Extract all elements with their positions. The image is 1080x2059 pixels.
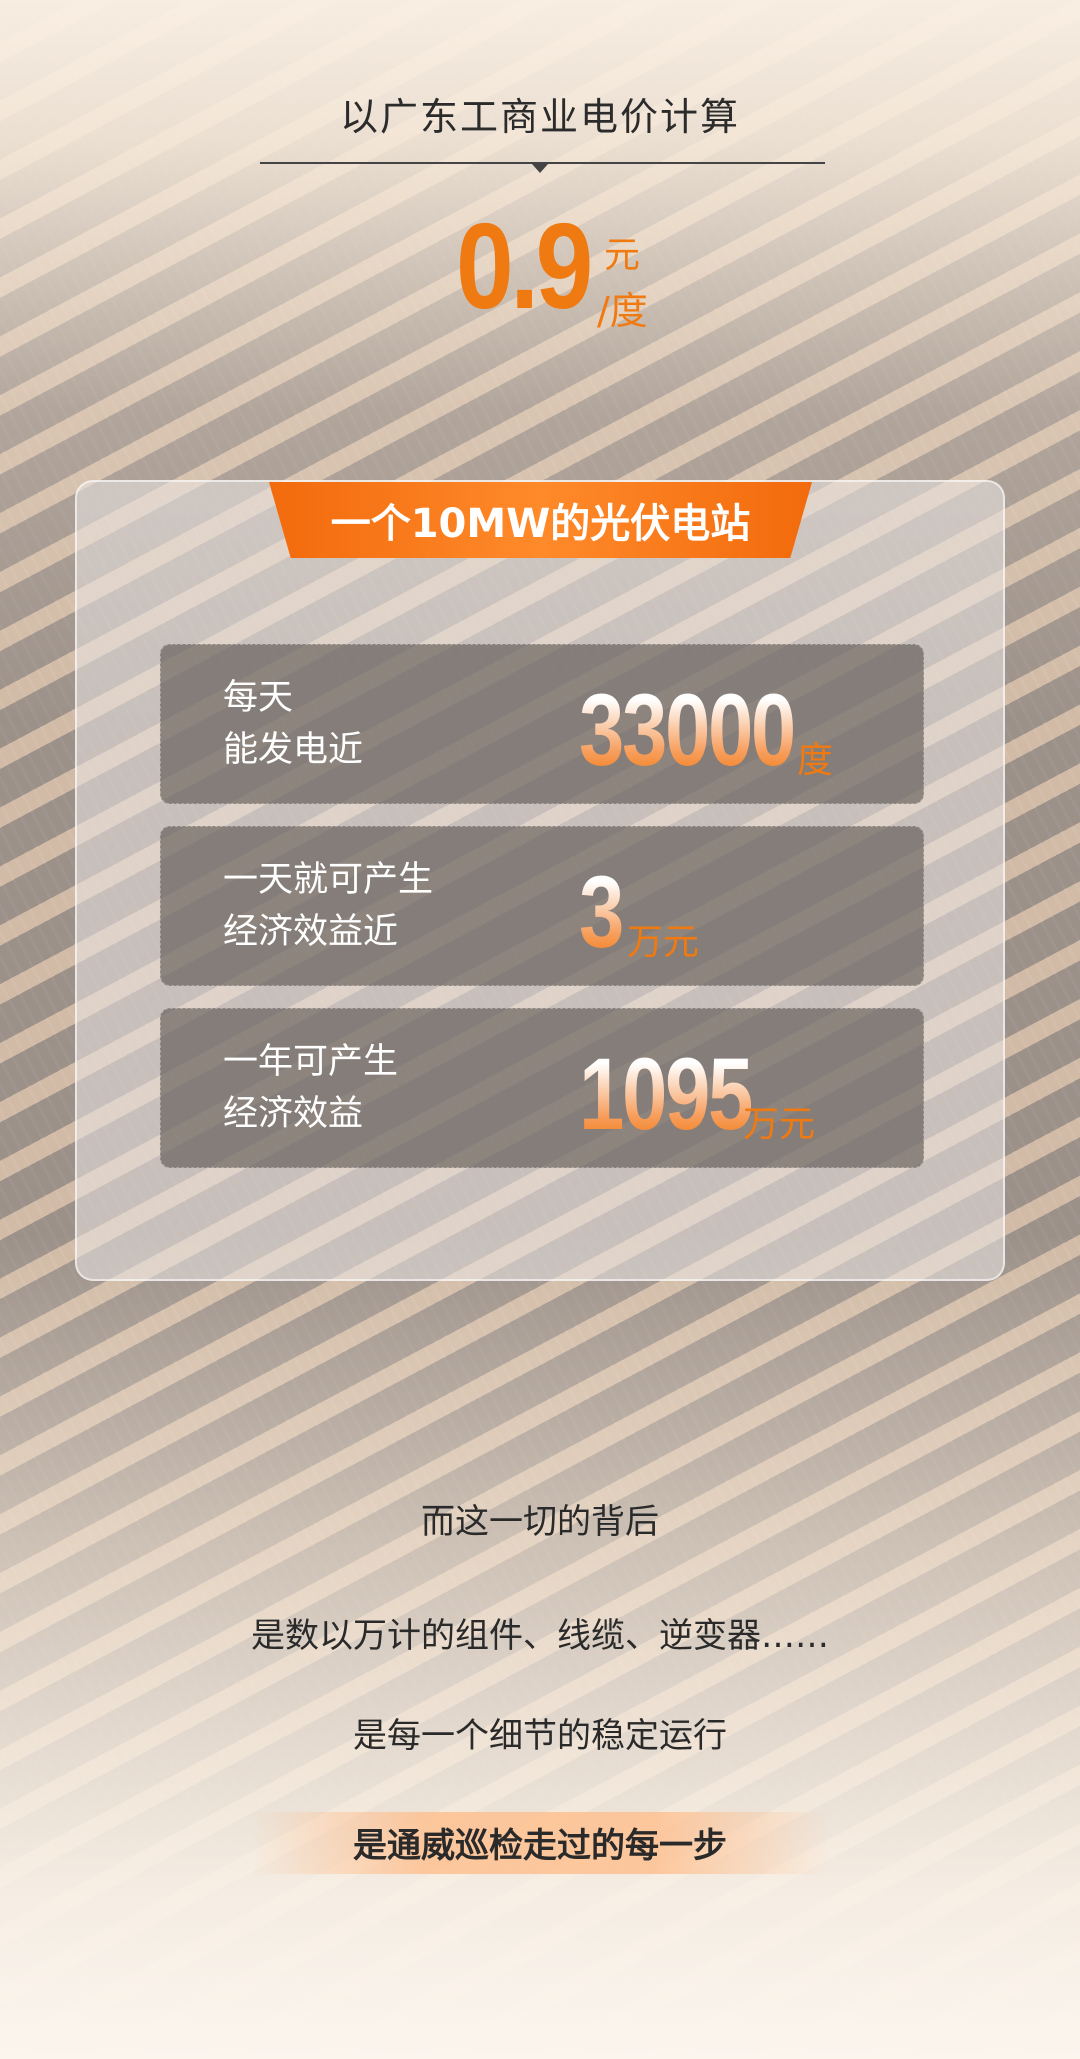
card-banner: 一个10MW的光伏电站 (269, 482, 812, 558)
stat-unit: 万元 (743, 1104, 816, 1145)
closing-line: 是数以万计的组件、线缆、逆变器…… (251, 1616, 829, 1656)
stat-label: 经济效益近 (223, 912, 399, 952)
page-title: 以广东工商业电价计算 (339, 95, 740, 139)
stat-value: 3 (579, 855, 624, 969)
closing-line-highlighted: 是通威巡检走过的每一步 (353, 1826, 727, 1866)
stat-label: 一天就可产生 (223, 860, 434, 900)
price-unit-kwh: /度 (597, 289, 648, 333)
stat-value: 1095 (579, 1037, 753, 1151)
stat-unit: 度 (797, 740, 834, 781)
stat-row-daily-benefit: 一天就可产生 经济效益近 3 万元 (160, 826, 924, 986)
price-value: 0.9 (456, 198, 593, 334)
stat-unit: 万元 (627, 922, 700, 963)
closing-line: 而这一切的背后 (421, 1502, 659, 1542)
triangle-down-icon (532, 164, 548, 173)
highlight-bar (250, 1812, 830, 1874)
stat-label: 能发电近 (223, 730, 364, 770)
stat-row-annual-benefit: 一年可产生 经济效益 1095 万元 (160, 1008, 924, 1168)
divider (260, 162, 825, 164)
stat-label: 一年可产生 (223, 1042, 399, 1082)
stat-label: 每天 (223, 678, 294, 718)
closing-line: 是每一个细节的稳定运行 (353, 1716, 727, 1756)
stat-label: 经济效益 (223, 1094, 364, 1134)
price-unit-yuan: 元 (604, 235, 641, 276)
stat-row-daily-generation: 每天 能发电近 33000 度 (160, 644, 924, 804)
stat-value: 33000 (579, 673, 796, 787)
